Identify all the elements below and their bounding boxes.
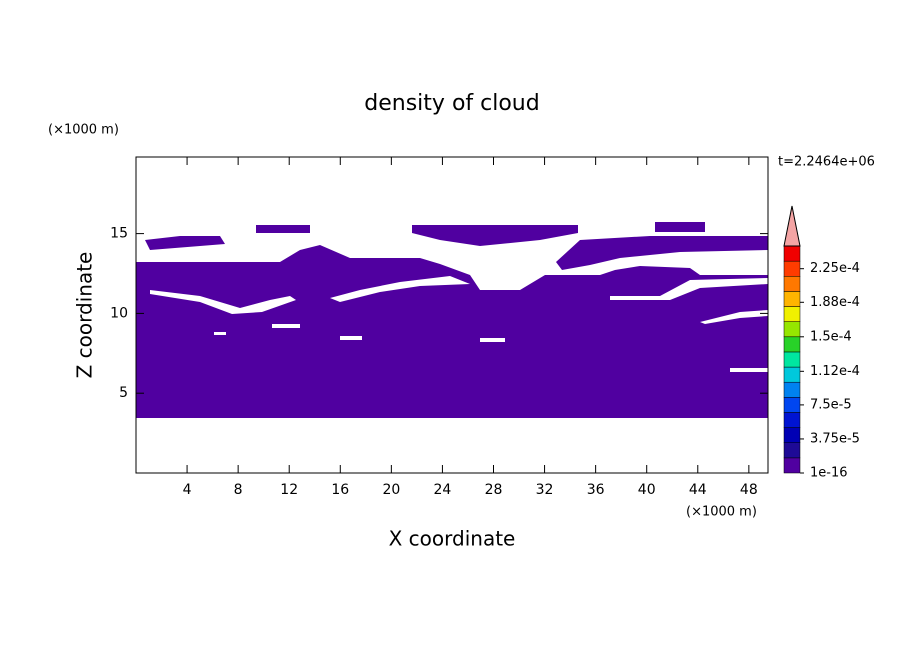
x-tick-label: 8 (234, 482, 243, 498)
colorbar-band (783, 260, 801, 277)
y-tick-label: 10 (110, 305, 128, 321)
cloud-gap (330, 276, 470, 302)
y-unit: (×1000 m) (48, 123, 119, 138)
cloud-gap (214, 324, 768, 372)
cloud-gap (150, 290, 296, 314)
colorbar-band (783, 321, 801, 338)
y-axis-label: Z coordinate (73, 252, 97, 379)
plot-frame (135, 156, 769, 474)
colorbar-label: 7.5e-5 (810, 397, 852, 412)
colorbar-band (783, 245, 801, 262)
y-tick-label: 15 (110, 226, 128, 242)
colorbar-label: 1.5e-4 (810, 329, 852, 344)
cloud-gap (700, 310, 768, 324)
y-tick-label: 5 (119, 385, 128, 401)
cloud-region (412, 225, 578, 246)
colorbar-band (783, 457, 801, 474)
colorbar-band (783, 351, 801, 368)
colorbar-label: 3.75e-5 (810, 431, 860, 446)
x-tick-label: 40 (638, 482, 656, 498)
cloud-region (556, 236, 768, 270)
x-tick-label: 16 (331, 482, 349, 498)
colorbar-band (783, 427, 801, 443)
colorbar-band (783, 366, 801, 383)
x-tick-label: 24 (434, 482, 452, 498)
x-unit: (×1000 m) (686, 505, 757, 520)
colorbar-band (783, 336, 801, 353)
cloud-region (145, 236, 225, 250)
colorbar-label: 1.12e-4 (810, 364, 860, 379)
colorbar-label: 1e-16 (810, 466, 848, 481)
cloud-region (655, 222, 705, 232)
x-tick-label: 20 (382, 482, 400, 498)
colorbar-label: 1.88e-4 (810, 295, 860, 310)
cloud-region (256, 225, 310, 233)
x-tick-label: 28 (485, 482, 503, 498)
x-tick-label: 44 (689, 482, 707, 498)
x-tick-label: 4 (183, 482, 192, 498)
colorbar-band (783, 397, 801, 413)
x-tick-label: 32 (536, 482, 554, 498)
colorbar-band (783, 381, 801, 398)
cloud-region (136, 245, 768, 418)
chart-title: density of cloud (364, 91, 539, 116)
x-tick-label: 36 (587, 482, 605, 498)
colorbar-band (783, 442, 801, 459)
colorbar-extend (783, 205, 801, 247)
cloud-field (136, 222, 768, 418)
x-tick-label: 48 (740, 482, 758, 498)
colorbar-band (783, 276, 801, 292)
colorbar-band (783, 306, 801, 322)
time-label: t=2.2464e+06 (778, 155, 875, 170)
cloud-gap (610, 278, 768, 300)
colorbar-band (783, 412, 801, 428)
x-tick-label: 12 (280, 482, 298, 498)
colorbar-label: 2.25e-4 (810, 261, 860, 276)
x-axis-label: X coordinate (389, 527, 516, 551)
colorbar-band (783, 291, 801, 307)
